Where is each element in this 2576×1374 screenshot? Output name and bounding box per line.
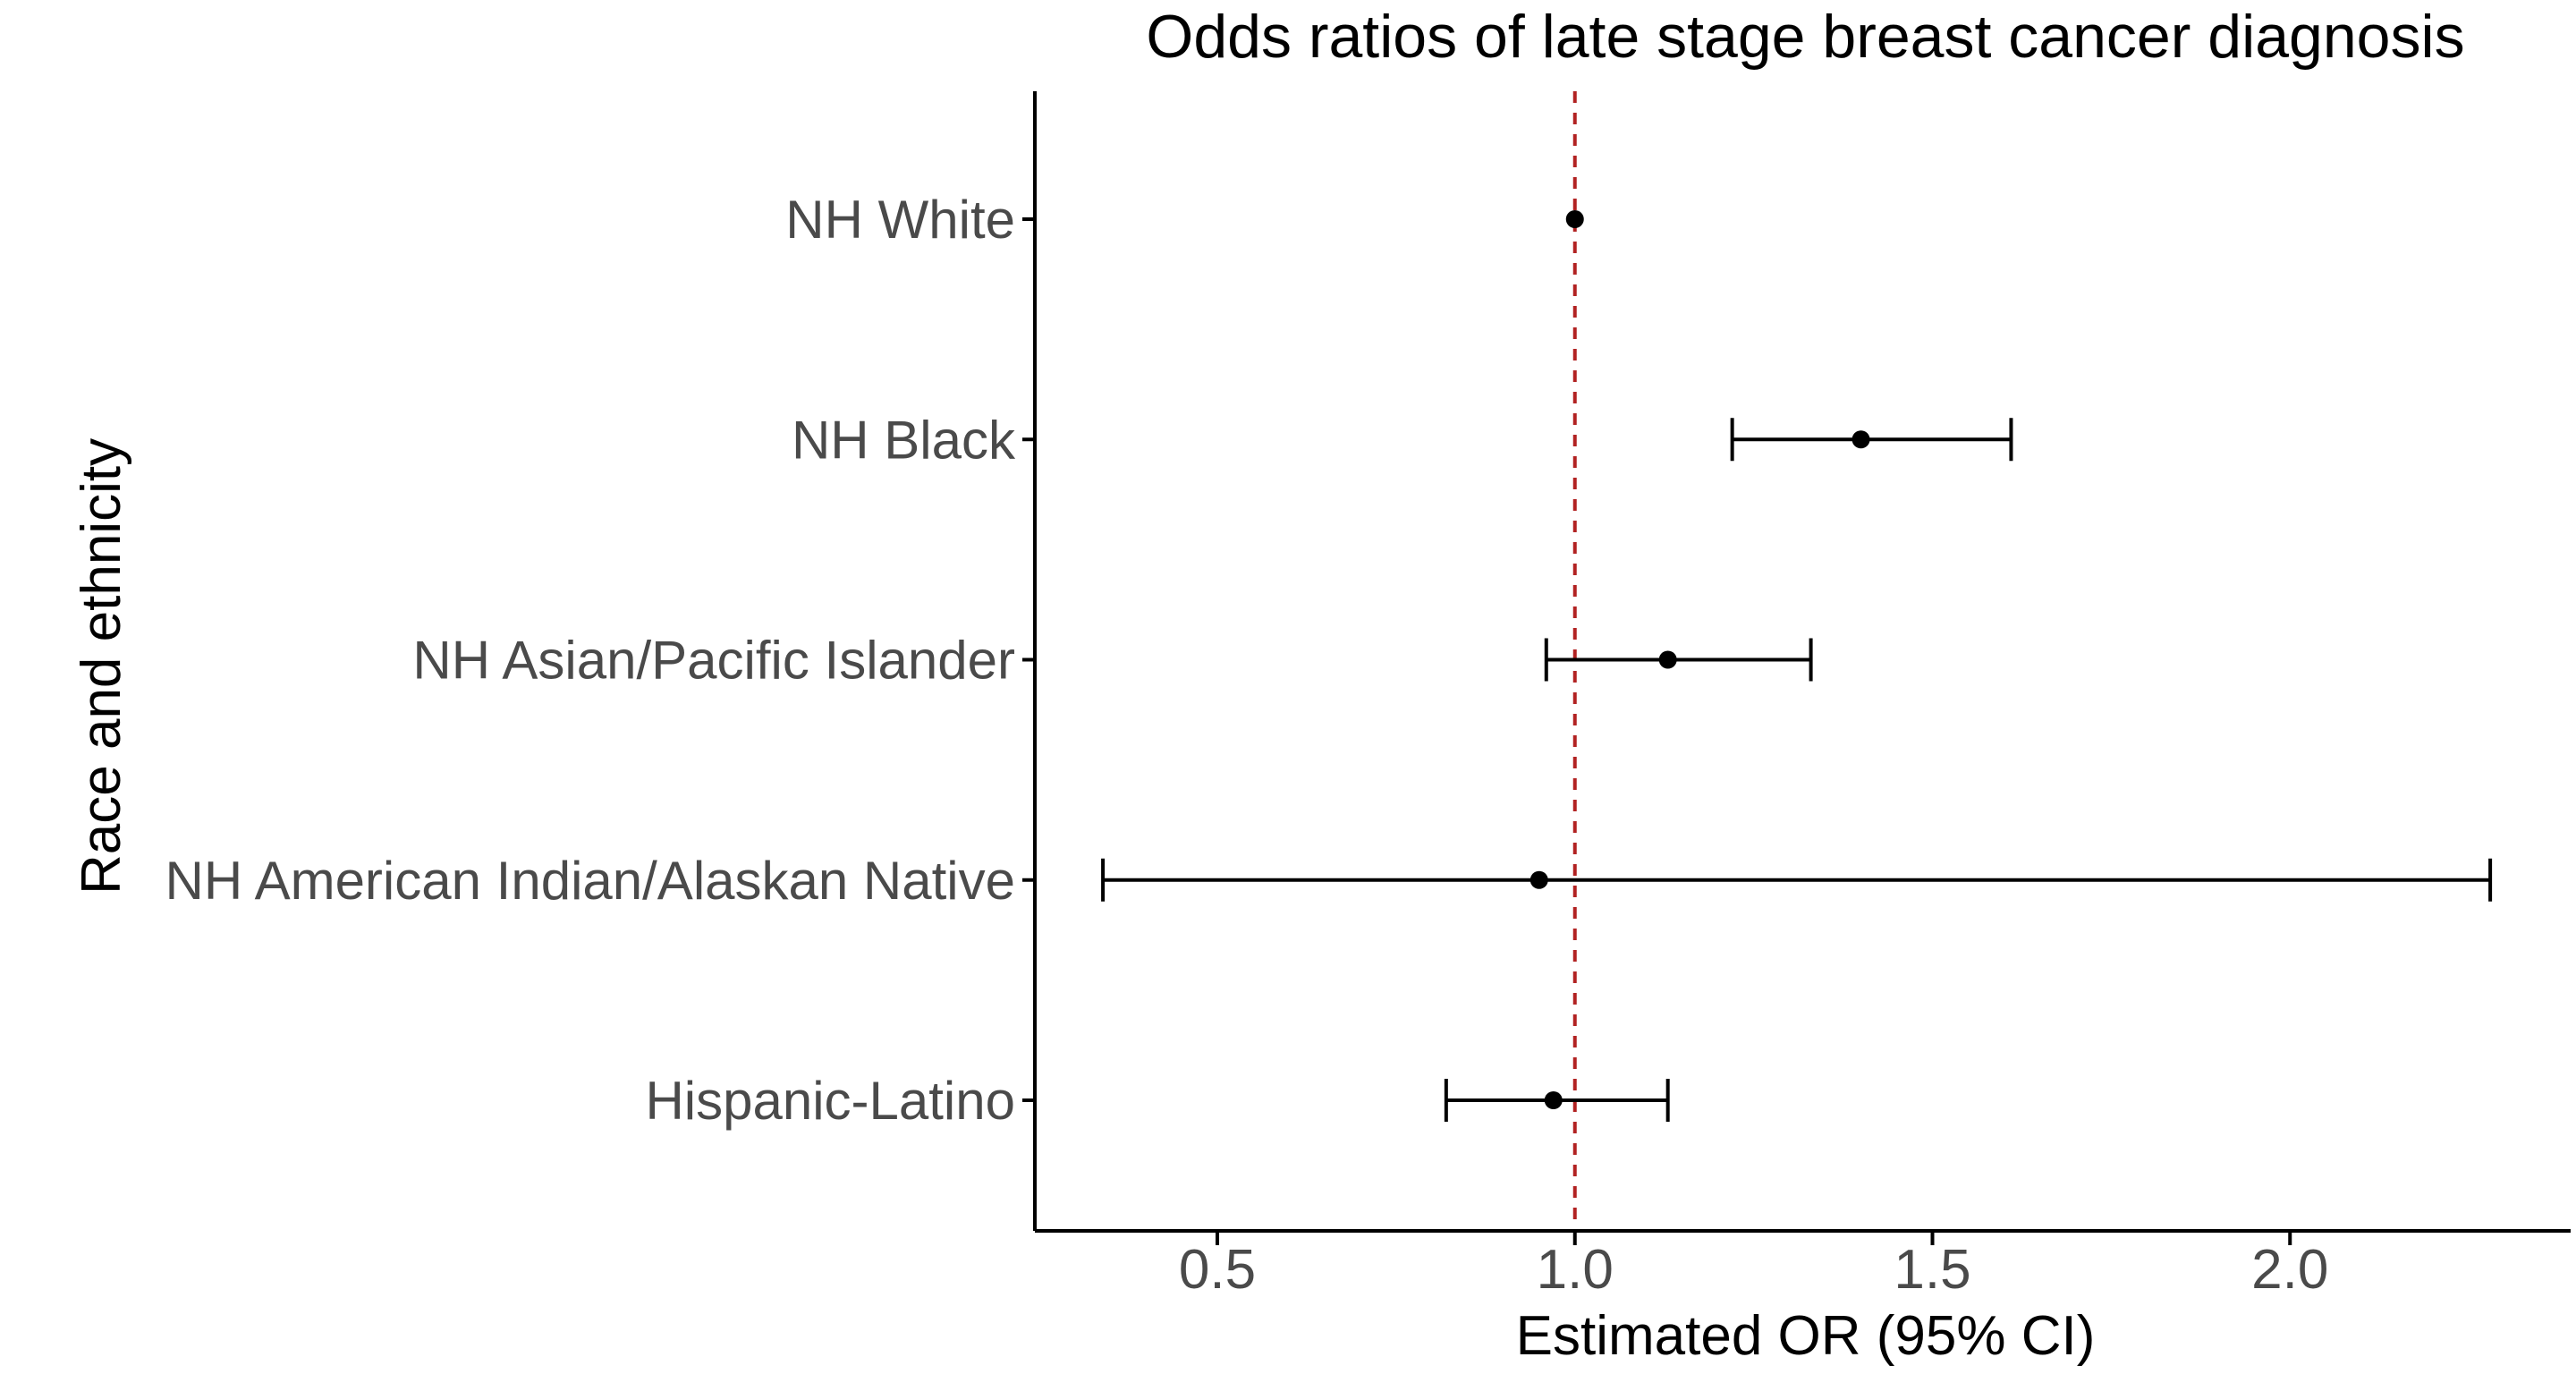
y-category-label: Hispanic-Latino [645,1071,1015,1131]
or-point [1544,1091,1563,1109]
x-tick-label: 2.0 [2251,1239,2328,1301]
or-point [1530,870,1548,889]
x-axis-title: Estimated OR (95% CI) [1515,1305,2096,1367]
or-point [1852,430,1870,449]
y-category-label: NH White [785,190,1015,250]
y-category-label: NH Black [792,410,1016,470]
x-tick-label: 0.5 [1179,1239,1256,1301]
or-point [1565,210,1584,228]
x-tick-label: 1.0 [1537,1239,1614,1301]
x-tick-label: 1.5 [1894,1239,1970,1301]
y-category-label: NH Asian/Pacific Islander [412,631,1015,691]
or-point [1658,650,1677,669]
chart-title: Odds ratios of late stage breast cancer … [1146,3,2465,71]
y-category-label: NH American Indian/Alaskan Native [165,851,1015,911]
